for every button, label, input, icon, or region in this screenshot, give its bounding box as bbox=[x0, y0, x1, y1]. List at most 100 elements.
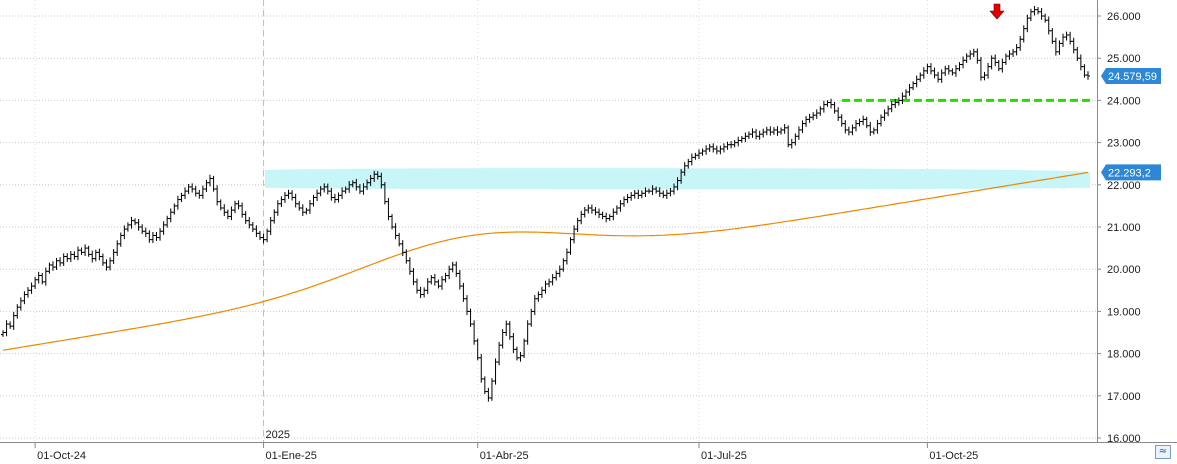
ohlc-bar bbox=[939, 69, 944, 83]
ohlc-bar bbox=[493, 358, 498, 385]
chart-expand-button[interactable]: ≈ bbox=[1155, 445, 1171, 459]
ohlc-bar bbox=[932, 67, 937, 79]
ohlc-bar bbox=[707, 143, 712, 152]
y-tick-label: 17.000 bbox=[1107, 391, 1141, 403]
price-badges: 24.579,59 22.293,2 bbox=[1101, 67, 1161, 181]
ohlc-bar bbox=[821, 100, 826, 113]
ohlc-bar bbox=[286, 189, 291, 199]
ohlc-bar bbox=[43, 267, 48, 286]
ohlc-bar bbox=[1039, 7, 1044, 20]
ohlc-bar bbox=[432, 273, 437, 286]
ohlc-bar bbox=[843, 120, 848, 134]
ohlc-bar bbox=[514, 346, 519, 361]
ohlc-bar bbox=[732, 139, 737, 148]
ohlc-bar bbox=[832, 101, 837, 114]
ohlc-bar bbox=[1082, 64, 1087, 78]
ohlc-bar bbox=[953, 64, 958, 77]
sell-arrow-shape bbox=[989, 3, 1005, 20]
ohlc-bar bbox=[968, 50, 973, 60]
ohlc-bar bbox=[61, 253, 66, 267]
ohlc-bar bbox=[921, 67, 926, 79]
ohlc-bar bbox=[661, 190, 666, 199]
ohlc-bar bbox=[582, 206, 587, 218]
ohlc-bar bbox=[1057, 40, 1062, 55]
ohlc-bar bbox=[568, 237, 573, 255]
ohlc-bar bbox=[118, 232, 123, 247]
ohlc-bar bbox=[407, 257, 412, 275]
ohlc-bar bbox=[40, 273, 45, 285]
ohlc-bar bbox=[183, 187, 188, 200]
ohlc-bar bbox=[486, 387, 491, 402]
ohlc-bar bbox=[415, 278, 420, 294]
ohlc-bar bbox=[664, 189, 669, 199]
ohlc-bar bbox=[457, 270, 462, 290]
ohlc-bar bbox=[190, 183, 195, 193]
year-label: 2025 bbox=[266, 429, 290, 441]
ohlc-bar bbox=[332, 193, 337, 204]
ohlc-bar bbox=[33, 276, 38, 289]
ohlc-bar bbox=[54, 257, 59, 270]
ohlc-bar bbox=[47, 262, 52, 274]
ohlc-bar bbox=[83, 244, 88, 257]
ohlc-bar bbox=[861, 115, 866, 126]
y-tick-label: 18.000 bbox=[1107, 349, 1141, 361]
ohlc-bar bbox=[632, 189, 637, 199]
y-tick-label: 21.000 bbox=[1107, 222, 1141, 234]
ohlc-bar bbox=[911, 81, 916, 91]
ohlc-bar bbox=[704, 145, 709, 155]
x-tick-label: 01-Jul-25 bbox=[701, 450, 747, 462]
grid-lines bbox=[0, 0, 1097, 442]
ohlc-bar bbox=[115, 240, 120, 256]
ohlc-bar bbox=[1000, 58, 1005, 73]
ohlc-bar bbox=[829, 98, 834, 109]
ohlc-bar bbox=[807, 113, 812, 123]
ohlc-bar bbox=[800, 120, 805, 134]
ohlc-bar bbox=[689, 153, 694, 166]
ohlc-bar bbox=[397, 232, 402, 247]
ohlc-bar bbox=[186, 183, 191, 195]
ohlc-bar bbox=[1003, 53, 1008, 65]
ohlc-bar bbox=[1011, 48, 1016, 57]
sma-value-badge: 22.293,2 bbox=[1101, 164, 1161, 181]
ohlc-bar bbox=[79, 247, 84, 256]
ohlc-bar bbox=[143, 227, 148, 237]
ohlc-bar bbox=[489, 378, 494, 401]
ohlc-bar bbox=[507, 321, 512, 340]
ohlc-bar bbox=[443, 272, 448, 283]
ohlc-bar bbox=[11, 311, 16, 330]
ohlc-bar bbox=[500, 329, 505, 349]
ohlc-bar bbox=[279, 196, 284, 207]
ohlc-bar bbox=[475, 338, 480, 361]
ohlc-bar bbox=[25, 287, 30, 298]
sma-line bbox=[2, 171, 1089, 351]
ohlc-bar bbox=[293, 193, 298, 208]
ohlc-bar bbox=[1021, 25, 1026, 43]
ohlc-bar bbox=[1036, 7, 1041, 15]
ohlc-bar bbox=[875, 119, 880, 134]
ohlc-bar bbox=[22, 291, 27, 305]
axes bbox=[0, 0, 1177, 443]
ohlc-bar bbox=[1068, 31, 1073, 45]
ohlc-bar bbox=[108, 257, 113, 271]
ohlc-bar bbox=[711, 143, 716, 153]
ohlc-bar bbox=[97, 248, 102, 261]
y-tick-label: 16.000 bbox=[1107, 433, 1141, 445]
ohlc-bar bbox=[743, 132, 748, 143]
ohlc-bar bbox=[736, 136, 741, 147]
ohlc-bar bbox=[768, 126, 773, 136]
ohlc-bar bbox=[611, 208, 616, 221]
ohlc-bar bbox=[864, 116, 869, 129]
ohlc-bar bbox=[68, 250, 73, 263]
ohlc-bar bbox=[436, 279, 441, 289]
ohlc-bar bbox=[975, 48, 980, 64]
ohlc-bar bbox=[850, 124, 855, 136]
ohlc-bar bbox=[522, 338, 527, 359]
ohlc-bar bbox=[386, 197, 391, 221]
ohlc-bar bbox=[1025, 14, 1030, 33]
ohlc-bar bbox=[300, 204, 305, 217]
ohlc-bar bbox=[439, 275, 444, 290]
ohlc-bar bbox=[607, 214, 612, 221]
ohlc-bar bbox=[1043, 13, 1048, 23]
ohlc-bar bbox=[100, 253, 105, 266]
ohlc-bar bbox=[775, 126, 780, 136]
